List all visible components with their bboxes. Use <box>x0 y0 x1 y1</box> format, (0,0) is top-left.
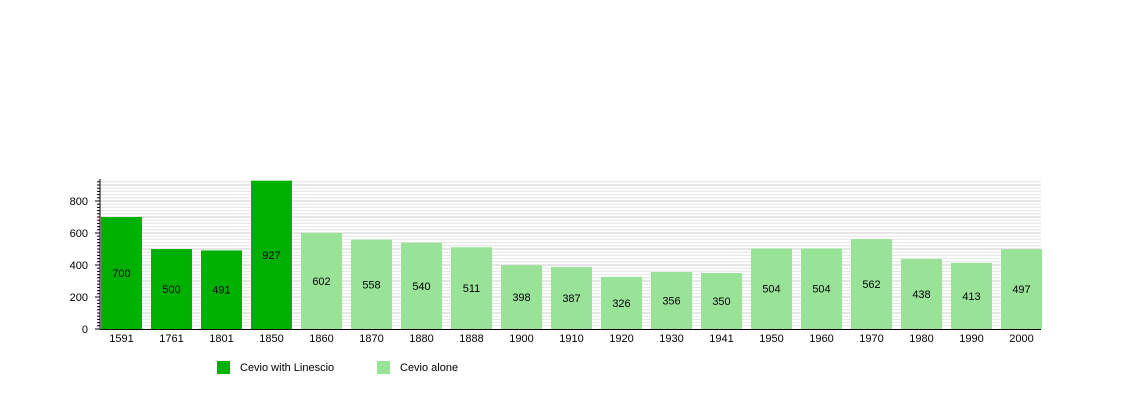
data-label: 326 <box>612 298 630 310</box>
x-tick-label: 1591 <box>109 333 133 345</box>
x-tick-label: 1888 <box>459 333 483 345</box>
data-label: 491 <box>212 285 230 297</box>
data-label: 398 <box>512 292 530 304</box>
bar-1910 <box>551 267 592 329</box>
legend-swatch <box>377 361 390 374</box>
x-tick-label: 1920 <box>609 333 633 345</box>
bar-1900 <box>501 265 542 329</box>
data-label: 540 <box>412 281 430 293</box>
data-label: 387 <box>562 293 580 305</box>
legend-label: Cevio with Linescio <box>240 361 335 374</box>
data-label: 497 <box>1012 284 1030 296</box>
x-tick-label: 1850 <box>259 333 283 345</box>
x-tick-label: 1860 <box>309 333 333 345</box>
bar-1870 <box>351 239 392 329</box>
x-tick-label: 1941 <box>709 333 733 345</box>
y-tick-label: 400 <box>70 260 88 272</box>
bar-1888 <box>451 247 492 329</box>
legend-item-cevio-with-linescio: Cevio with Linescio <box>217 361 334 374</box>
bar-1880 <box>401 242 442 329</box>
data-label: 602 <box>312 276 330 288</box>
data-label: 413 <box>962 291 980 303</box>
y-tick-label: 0 <box>82 324 88 336</box>
x-tick-label: 2000 <box>1009 333 1033 345</box>
bar-1941 <box>701 273 742 329</box>
legend-swatch <box>217 361 230 374</box>
data-label: 504 <box>812 284 830 296</box>
y-tick-label: 200 <box>70 292 88 304</box>
x-tick-label: 1761 <box>159 333 183 345</box>
x-tick-label: 1970 <box>859 333 883 345</box>
data-label: 927 <box>262 250 280 262</box>
legend-label: Cevio alone <box>400 361 459 374</box>
bar-1761 <box>151 249 192 329</box>
x-tick-label: 1910 <box>559 333 583 345</box>
x-tick-label: 1880 <box>409 333 433 345</box>
bar-1850 <box>251 180 292 329</box>
bar-1950 <box>751 248 792 329</box>
bar-1591 <box>101 217 142 329</box>
bar-1920 <box>601 276 642 329</box>
x-tick-label: 1960 <box>809 333 833 345</box>
bar-1860 <box>301 232 342 329</box>
data-label: 500 <box>162 284 180 296</box>
x-tick-label: 1980 <box>909 333 933 345</box>
bar-1930 <box>651 272 692 329</box>
data-label: 511 <box>463 283 481 295</box>
bar-2000 <box>1001 249 1042 329</box>
data-label: 700 <box>112 268 130 280</box>
y-tick-label: 600 <box>70 228 88 240</box>
x-tick-label: 1870 <box>359 333 383 345</box>
legend-item-cevio-alone: Cevio alone <box>377 361 458 374</box>
y-tick-label: 800 <box>70 196 88 208</box>
x-tick-label: 1801 <box>209 333 233 345</box>
bar-1801 <box>201 250 242 329</box>
bar-1970 <box>851 239 892 329</box>
x-tick-label: 1950 <box>759 333 783 345</box>
data-label: 438 <box>912 289 930 301</box>
bar-1960 <box>801 248 842 329</box>
bar-1980 <box>901 258 942 329</box>
x-tick-label: 1990 <box>959 333 983 345</box>
data-label: 558 <box>362 279 380 291</box>
data-label: 562 <box>862 279 880 291</box>
bar-1990 <box>951 262 992 329</box>
data-label: 356 <box>662 296 680 308</box>
data-label: 504 <box>762 284 780 296</box>
x-tick-label: 1900 <box>509 333 533 345</box>
x-tick-label: 1930 <box>659 333 683 345</box>
data-label: 350 <box>712 296 730 308</box>
